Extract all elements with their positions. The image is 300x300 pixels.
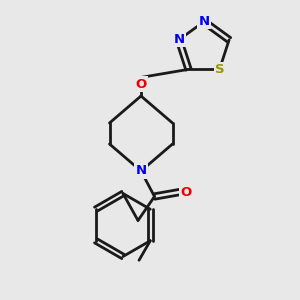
Text: S: S (215, 63, 224, 76)
Text: O: O (135, 77, 147, 91)
Text: N: N (135, 164, 147, 178)
Text: O: O (180, 185, 192, 199)
Text: N: N (198, 15, 210, 28)
Text: N: N (173, 33, 184, 46)
